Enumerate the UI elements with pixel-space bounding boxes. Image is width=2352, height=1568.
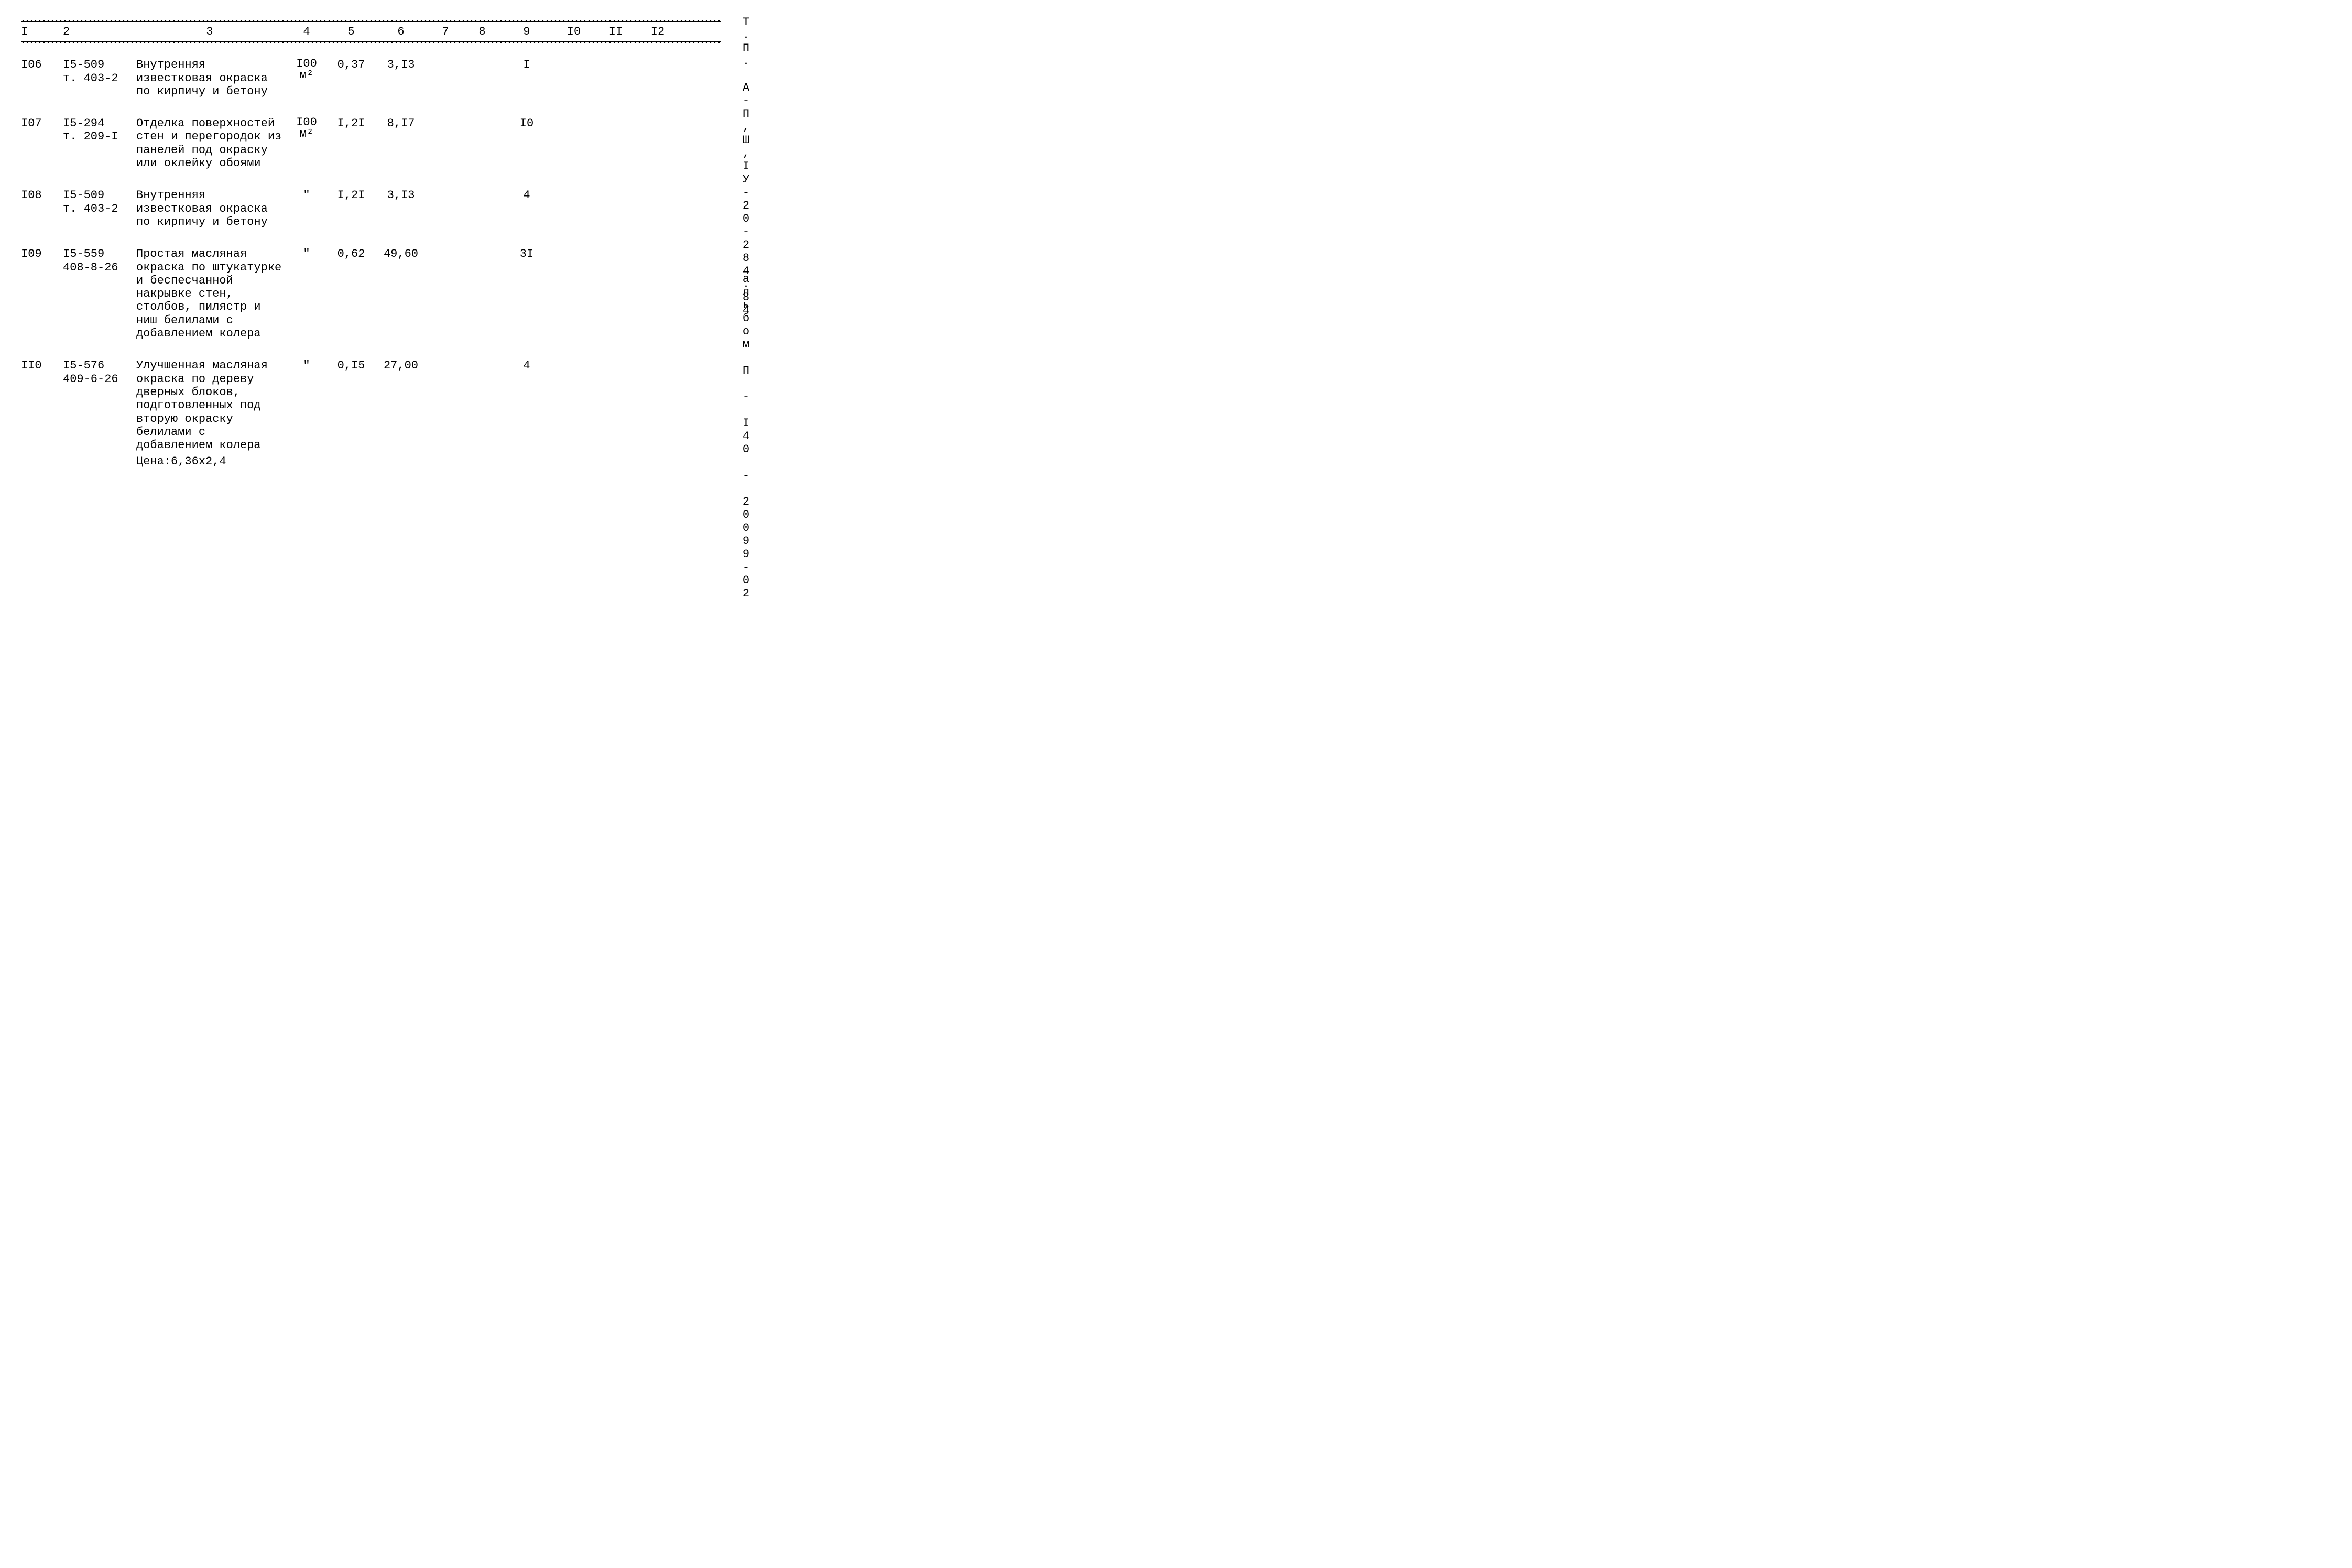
cell-4: " — [288, 359, 325, 372]
cell-5: I,2I — [330, 189, 372, 202]
cell-1: I08 — [21, 189, 58, 202]
table-row: I09 I5-559 408-8-26Простая масляная окрас… — [21, 247, 721, 340]
cell-1: I07 — [21, 117, 58, 130]
cell-4: I00м² — [288, 117, 325, 140]
unit-100-m2: I00м² — [296, 58, 317, 81]
cell-2: I5-294 т. 209-I — [63, 117, 131, 144]
col-8: 8 — [466, 25, 498, 38]
col-10: I0 — [556, 25, 592, 38]
col-6: 6 — [377, 25, 424, 38]
cell-5: 0,37 — [330, 58, 372, 71]
unit-100-m2: I00м² — [296, 117, 317, 140]
cell-2: I5-576 409-6-26 — [63, 359, 131, 386]
col-4: 4 — [288, 25, 325, 38]
col-3: 3 — [136, 25, 283, 38]
cell-4: " — [288, 189, 325, 202]
table-row: I07 I5-294 т. 209-IОтделка поверхностей с… — [21, 117, 721, 170]
cell-9: 4 — [503, 189, 550, 202]
cell-9: I0 — [503, 117, 550, 130]
table-row: II0 I5-576 409-6-26Улучшенная масляная ок… — [21, 359, 721, 468]
cell-2: I5-509 т. 403-2 — [63, 58, 131, 85]
col-11: II — [597, 25, 634, 38]
cell-4: I00м² — [288, 58, 325, 82]
table-row: I08 I5-509 т. 403-2Внутренняя известковая… — [21, 189, 721, 228]
cell-6: 27,00 — [377, 359, 424, 372]
col-2: 2 — [63, 25, 131, 38]
cell-5: 0,62 — [330, 247, 372, 260]
cell-1: II0 — [21, 359, 58, 372]
cell-6: 3,I3 — [377, 58, 424, 71]
cell-9: I — [503, 58, 550, 71]
cell-1: I06 — [21, 58, 58, 71]
cell-3: Внутренняя известковая окраска по кирпич… — [136, 189, 283, 228]
table-header: I 2 3 4 5 6 7 8 9 I0 II I2 — [21, 21, 721, 42]
col-12: I2 — [639, 25, 676, 38]
sidebar: Т.П. А-П,Ш,IУ-20-284.84 альбом П - I40 -… — [732, 0, 753, 522]
cell-4: " — [288, 247, 325, 260]
cell-5: 0,I5 — [330, 359, 372, 372]
cell-3: Отделка поверхностей стен и перегородок … — [136, 117, 283, 170]
cell-9: 4 — [503, 359, 550, 372]
cell-5: I,2I — [330, 117, 372, 130]
price-note: Цена:6,36х2,4 — [136, 455, 283, 468]
cell-6: 8,I7 — [377, 117, 424, 130]
cell-2: I5-559 408-8-26 — [63, 247, 131, 274]
cell-9: 3I — [503, 247, 550, 260]
side-label-bottom: альбом П - I40 - 20099-02 — [739, 273, 753, 600]
cell-2: I5-509 т. 403-2 — [63, 189, 131, 215]
col-5: 5 — [330, 25, 372, 38]
cell-3: Внутренняя известковая окраска по кирпич… — [136, 58, 283, 98]
cell-6: 49,60 — [377, 247, 424, 260]
cell-3: Улучшенная масляная окраска по дереву дв… — [136, 359, 283, 468]
table-body: I06I5-509 т. 403-2Внутренняя известковая… — [21, 58, 721, 468]
col-7: 7 — [430, 25, 461, 38]
page: Т.П. А-П,Ш,IУ-20-284.84 альбом П - I40 -… — [0, 0, 784, 522]
cell-6: 3,I3 — [377, 189, 424, 202]
col-9: 9 — [503, 25, 550, 38]
cell-1: I09 — [21, 247, 58, 260]
table: I 2 3 4 5 6 7 8 9 I0 II I2 I06I5-509 т. … — [21, 21, 721, 469]
side-label-top: Т.П. А-П,Ш,IУ-20-284.84 — [739, 16, 753, 317]
col-1: I — [21, 25, 58, 38]
table-row: I06 I5-509 т. 403-2Внутренняя известковая… — [21, 58, 721, 98]
cell-3: Простая масляная окраска по штукатурке и… — [136, 247, 283, 340]
